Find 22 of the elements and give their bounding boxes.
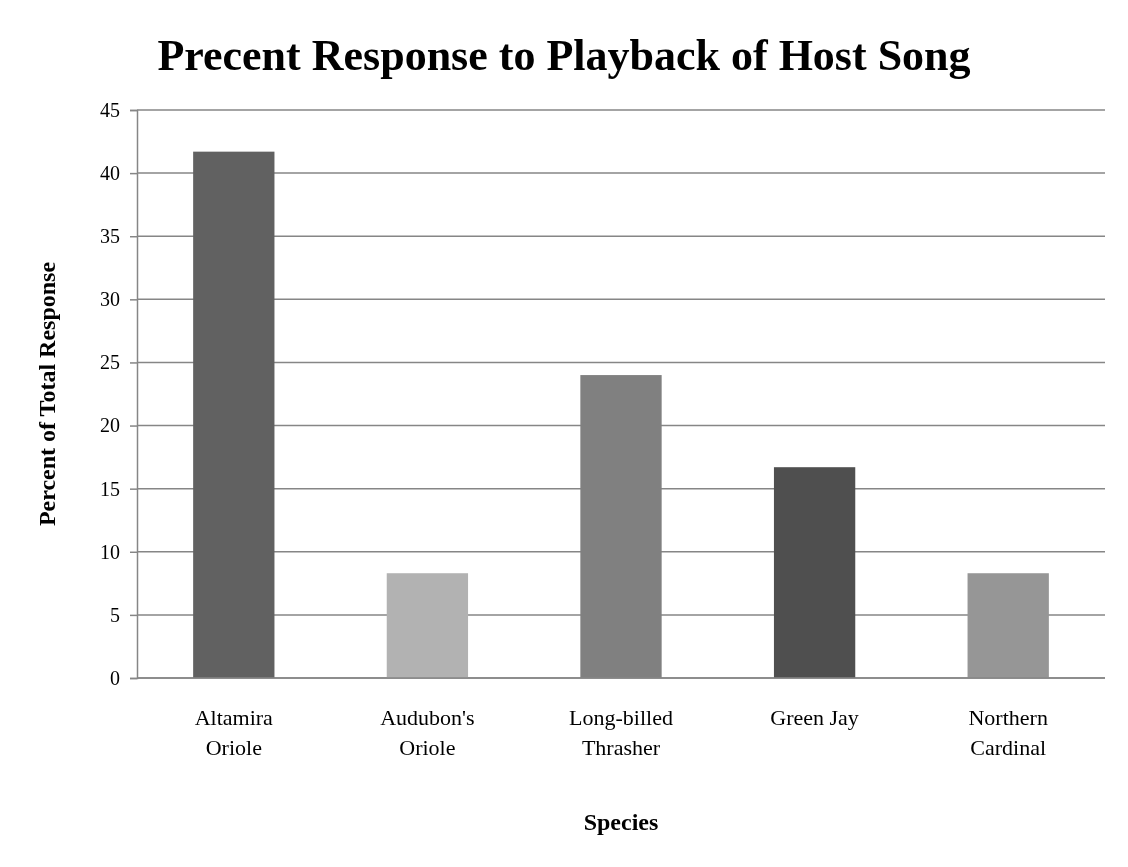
x-tick-label: Green Jay bbox=[770, 705, 859, 730]
y-tick-label: 15 bbox=[100, 477, 120, 500]
y-tick-label: 5 bbox=[110, 603, 120, 626]
x-tick-label: Northern Cardinal bbox=[968, 705, 1048, 760]
x-tick-label: Altamira Oriole bbox=[194, 705, 274, 760]
bar bbox=[193, 151, 275, 678]
x-tick-label: Long-billed Thrasher bbox=[569, 705, 673, 760]
y-tick-label: 45 bbox=[100, 98, 120, 121]
y-axis-title: Percent of Total Response bbox=[34, 261, 60, 527]
x-axis-title: Species bbox=[583, 809, 659, 835]
y-tick-label: 20 bbox=[100, 414, 120, 437]
y-tick-label: 25 bbox=[100, 351, 120, 374]
chart-title: Precent Response to Playback of Host Song bbox=[157, 31, 971, 80]
bar bbox=[773, 467, 856, 678]
y-tick-label: 35 bbox=[100, 225, 120, 248]
y-tick-label: 0 bbox=[110, 666, 120, 689]
y-tick-label: 40 bbox=[100, 162, 120, 185]
y-tick-label: 10 bbox=[100, 540, 120, 563]
bar bbox=[386, 573, 469, 678]
y-tick-label: 30 bbox=[100, 288, 120, 311]
bar bbox=[967, 573, 1049, 678]
x-tick-label: Audubon's Oriole bbox=[380, 705, 475, 760]
